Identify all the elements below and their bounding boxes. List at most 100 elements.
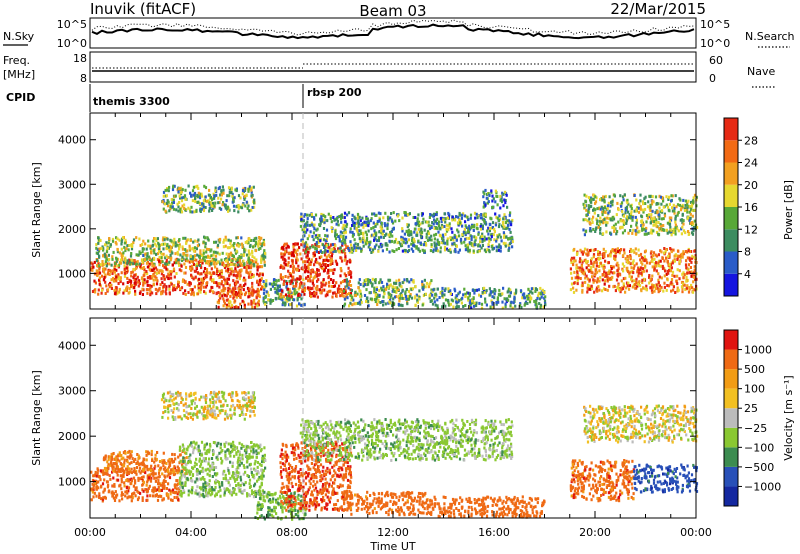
power-cell-1 (185, 257, 188, 261)
power-cell-0 (256, 262, 259, 266)
power-cell-6 (507, 237, 510, 241)
power-cell-10 (684, 231, 687, 235)
power-cell-9 (657, 253, 660, 257)
velocity-cell-0 (126, 491, 129, 495)
cpid-entry-1: themis 3300 (93, 95, 170, 108)
colorbar-tick-label: 4 (744, 268, 751, 281)
power-cell-1 (178, 238, 181, 242)
power-cell-4 (285, 285, 288, 289)
freq-panel: Freq. [MHz] 18 8 60 0 Nave (3, 51, 776, 88)
power-cell-8 (455, 298, 459, 302)
power-cell-6 (429, 213, 432, 216)
power-cell-6 (480, 213, 483, 216)
power-cell-10 (656, 211, 659, 214)
power-cell-5 (299, 293, 302, 297)
power-cell-9 (694, 256, 697, 260)
power-cell-5 (309, 295, 313, 299)
power-cell-8 (509, 304, 512, 308)
power-cell-2 (169, 207, 172, 211)
power-cell-1 (205, 247, 208, 251)
power-cell-3 (243, 306, 246, 310)
power-cell-1 (228, 246, 231, 250)
power-cell-6 (377, 249, 380, 253)
power-cell-6 (351, 224, 354, 227)
power-cell-3 (228, 300, 231, 304)
power-cell-1 (104, 261, 107, 265)
power-cell-6 (415, 246, 418, 250)
power-cell-4 (262, 291, 266, 295)
power-cell-9 (585, 274, 588, 278)
power-cell-10 (688, 204, 691, 208)
power-cell-1 (222, 240, 225, 244)
power-cell-9 (681, 290, 684, 294)
power-cell-7 (386, 282, 389, 286)
power-cell-9 (669, 247, 672, 250)
power-cell-6 (453, 242, 456, 246)
power-cell-6 (353, 243, 356, 247)
power-cell-6 (358, 233, 361, 237)
power-cell-6 (344, 230, 347, 234)
power-cell-6 (308, 234, 311, 238)
power-cell-6 (392, 211, 395, 215)
power-cell-4 (277, 278, 280, 282)
power-cell-5 (312, 254, 315, 258)
power-cell-2 (169, 205, 172, 209)
power-cell-9 (574, 259, 577, 263)
power-cell-4 (293, 289, 296, 293)
power-cell-6 (497, 245, 500, 249)
power-cell-6 (373, 238, 376, 242)
power-cell-6 (377, 211, 380, 215)
power-cell-5 (328, 284, 331, 288)
power-cell-6 (458, 248, 461, 252)
power-cell-6 (319, 239, 322, 243)
power-cell-11 (499, 194, 502, 198)
power-cell-2 (226, 194, 229, 198)
power-cell-6 (394, 219, 397, 223)
power-cell-6 (442, 241, 445, 245)
power-cell-1 (150, 248, 153, 252)
power-cell-6 (320, 217, 323, 221)
power-cell-0 (113, 270, 116, 274)
power-cell-9 (651, 257, 654, 261)
power-cell-8 (453, 287, 456, 291)
power-cell-5 (296, 242, 299, 246)
power-cell-1 (165, 262, 168, 266)
power-cell-10 (662, 224, 665, 227)
power-cell-10 (625, 221, 628, 225)
power-cell-6 (495, 239, 498, 243)
power-cell-4 (265, 282, 268, 286)
power-cell-0 (111, 272, 114, 275)
power-cell-9 (614, 289, 617, 293)
power-cell-6 (508, 213, 511, 217)
power-cell-1 (98, 247, 101, 251)
power-cell-9 (576, 278, 579, 282)
power-cell-0 (131, 270, 134, 274)
power-cell-1 (260, 258, 263, 262)
power-cell-6 (449, 250, 452, 254)
power-cell-5 (318, 272, 321, 276)
power-cell-7 (349, 294, 352, 298)
power-cell-9 (597, 285, 600, 289)
power-cell-10 (611, 200, 614, 203)
power-cell-0 (123, 267, 126, 271)
power-cell-10 (585, 208, 588, 212)
power-cell-9 (690, 256, 693, 260)
power-cell-0 (130, 279, 133, 283)
power-cell-7 (398, 282, 401, 286)
power-cell-6 (443, 212, 446, 216)
power-cell-2 (166, 201, 169, 205)
power-cell-0 (192, 277, 195, 281)
power-cell-8 (501, 292, 504, 296)
power-cell-9 (595, 286, 599, 290)
power-cell-0 (215, 281, 218, 285)
power-cell-2 (187, 206, 190, 210)
power-cell-11 (492, 197, 495, 201)
power-cell-6 (317, 241, 320, 244)
power-cell-8 (497, 293, 500, 297)
power-cell-6 (497, 219, 500, 222)
power-cell-8 (473, 291, 476, 295)
power-cell-1 (260, 236, 263, 240)
power-cell-0 (98, 282, 101, 286)
power-cell-9 (579, 266, 582, 270)
power-cell-1 (236, 236, 239, 240)
